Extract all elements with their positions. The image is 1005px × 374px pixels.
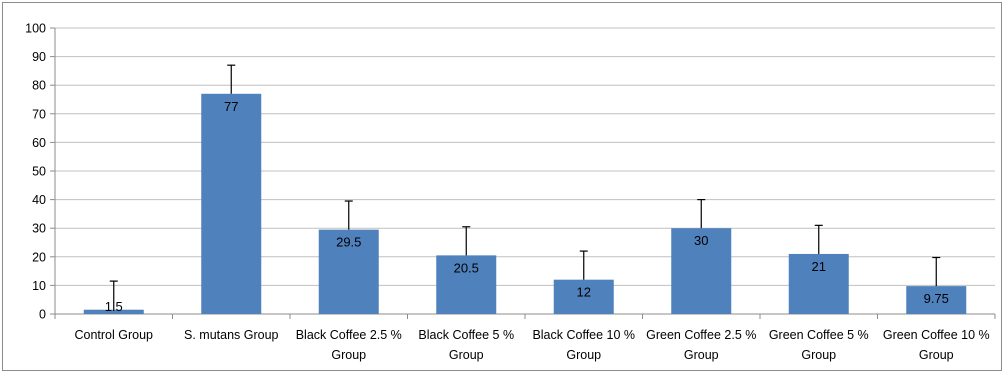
x-category-label: Group [331,348,366,362]
data-label: 12 [577,285,591,300]
bar [83,309,144,314]
y-tick-label: 0 [39,308,46,322]
x-category-label: Control Group [74,328,153,342]
data-label: 30 [694,233,708,248]
y-tick-label: 40 [32,193,46,207]
data-label: 9.75 [924,291,949,306]
x-category-label: Green Coffee 5 % [769,328,869,342]
y-tick-label: 80 [32,79,46,93]
data-label: 77 [224,99,238,114]
x-category-label: Group [566,348,601,362]
data-label: 21 [812,259,826,274]
x-category-label: Black Coffee 2.5 % [296,328,402,342]
x-category-label: Group [684,348,719,362]
y-tick-label: 90 [32,50,46,64]
y-tick-label: 100 [25,22,46,36]
x-category-label: Black Coffee 5 % [418,328,514,342]
x-category-label: Group [449,348,484,362]
x-category-label: S. mutans Group [184,328,279,342]
y-tick-label: 20 [32,250,46,264]
bar [553,279,614,314]
x-category-label: Group [801,348,836,362]
data-label: 29.5 [336,235,361,250]
y-tick-label: 10 [32,279,46,293]
data-label: 20.5 [454,260,479,275]
bar [436,255,497,314]
x-category-label: Group [919,348,954,362]
y-tick-label: 50 [32,165,46,179]
y-tick-label: 30 [32,222,46,236]
bar [788,253,849,314]
bar [318,229,379,314]
y-tick-label: 70 [32,107,46,121]
x-category-label: Green Coffee 10 % [883,328,990,342]
data-label: 1.5 [105,299,123,314]
x-category-label: Black Coffee 10 % [532,328,635,342]
bar [201,93,262,314]
bar [906,286,967,314]
y-tick-label: 60 [32,136,46,150]
x-category-label: Green Coffee 2.5 % [646,328,756,342]
bar [671,228,732,314]
